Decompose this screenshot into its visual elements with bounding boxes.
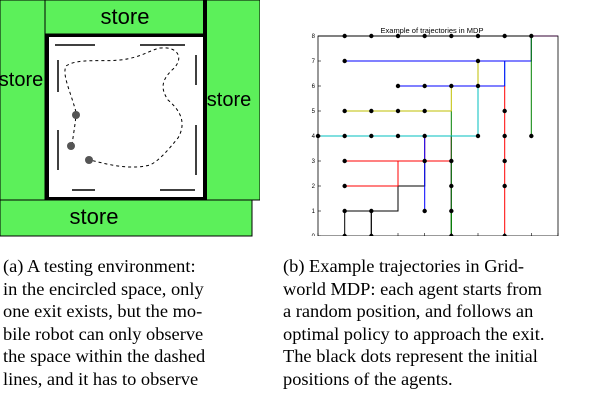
y-tick-label: 8 xyxy=(312,34,316,40)
trajectory-line-0 xyxy=(344,210,372,236)
chart-title: Example of trajectories in MDP xyxy=(381,26,484,35)
robot-marker xyxy=(72,111,80,119)
wall-top xyxy=(45,34,203,37)
floor-area xyxy=(45,34,205,200)
robot-marker xyxy=(85,156,93,164)
wall-left xyxy=(45,34,49,200)
initial-position-dot xyxy=(475,83,481,89)
trajectory-line-1 xyxy=(370,160,452,236)
caption-b-line: (b) Example trajectories in Grid- xyxy=(283,256,525,276)
initial-position-dot xyxy=(342,108,347,114)
y-tick-label: 1 xyxy=(312,209,316,215)
initial-position-dot xyxy=(342,183,347,189)
initial-position-dot xyxy=(369,108,374,114)
initial-position-dot xyxy=(502,133,507,139)
caption-b-line: world MDP: each agent starts from xyxy=(283,278,542,299)
y-tick-label: 7 xyxy=(312,59,316,65)
initial-position-dot xyxy=(342,208,347,214)
initial-position-dot xyxy=(395,108,401,114)
initial-position-dot xyxy=(369,208,374,214)
trajectory-line-9 xyxy=(318,60,532,137)
caption-a-line: in the encircled space, only xyxy=(3,278,204,299)
initial-position-dot xyxy=(369,133,374,139)
caption-b: (b) Example trajectories in Grid- world … xyxy=(283,255,597,391)
initial-position-dot xyxy=(475,133,481,139)
initial-position-dot xyxy=(475,58,481,64)
caption-b-line: a random position, and follows an xyxy=(283,301,534,322)
caption-a-line: (a) A testing environment: xyxy=(3,256,196,276)
caption-a-line: lines, and it has to observe xyxy=(3,368,199,389)
initial-position-dot xyxy=(502,183,507,189)
caption-a: (a) A testing environment: in the encirc… xyxy=(3,255,261,391)
wall-right xyxy=(203,0,207,200)
initial-position-dot xyxy=(422,133,427,139)
store-left-block xyxy=(0,0,46,201)
store-right-block xyxy=(204,0,260,201)
initial-position-dot xyxy=(395,83,401,89)
initial-position-dot xyxy=(502,158,507,164)
initial-position-dot xyxy=(449,158,454,164)
caption-a-line: one exit exists, but the mo- xyxy=(3,301,203,322)
y-tick-label: 0 xyxy=(312,234,316,236)
initial-position-dot xyxy=(422,208,427,214)
initial-position-dot xyxy=(449,183,454,189)
observation-boundary xyxy=(55,44,197,191)
caption-b-line: The black dots represent the initial xyxy=(283,346,538,367)
initial-position-dot xyxy=(422,158,427,164)
caption-a-line: bile robot can only observe xyxy=(3,323,204,344)
initial-position-dot xyxy=(342,58,347,64)
trajectory-line-4 xyxy=(344,135,452,162)
y-tick-label: 6 xyxy=(312,84,316,90)
initial-position-dot xyxy=(449,208,454,214)
caption-b-line: positions of the agents. xyxy=(283,368,453,389)
store-label-bottom: store xyxy=(70,204,119,229)
store-top-block xyxy=(44,0,206,35)
store-bottom-block xyxy=(0,199,253,237)
caption-a-line: the space within the dashed xyxy=(3,346,206,367)
figure-b-trajectory-chart: Example of trajectories in MDP 0 1 2 3 4 5 6 7 8… xyxy=(312,26,559,236)
trajectory-line-11 xyxy=(344,36,532,62)
store-label-top: store xyxy=(101,4,150,29)
initial-position-dot xyxy=(342,133,347,139)
robot-marker xyxy=(67,142,75,150)
trajectory-line-10 xyxy=(398,60,532,87)
figure-a-environment: store store store store xyxy=(0,0,260,237)
store-label-left: store xyxy=(0,69,43,91)
initial-position-dot xyxy=(422,83,427,89)
initial-position-dot xyxy=(422,108,427,114)
caption-b-line: optimal policy to approach the exit. xyxy=(283,323,545,344)
wall-bottom xyxy=(45,197,207,200)
y-tick-label: 5 xyxy=(312,109,316,115)
initial-position-dot xyxy=(449,83,454,89)
y-tick-label: 4 xyxy=(312,134,316,140)
initial-position-dot xyxy=(395,133,401,139)
initial-position-dot xyxy=(529,133,534,139)
initial-position-dot xyxy=(342,158,347,164)
plot-frame xyxy=(317,35,559,236)
trajectory-line-8 xyxy=(344,36,532,112)
y-tick-label: 2 xyxy=(312,184,316,190)
initial-position-dot xyxy=(502,108,507,114)
trajectory-line-5 xyxy=(424,135,452,211)
y-tick-label: 3 xyxy=(312,159,316,165)
store-label-right: store xyxy=(207,89,251,111)
